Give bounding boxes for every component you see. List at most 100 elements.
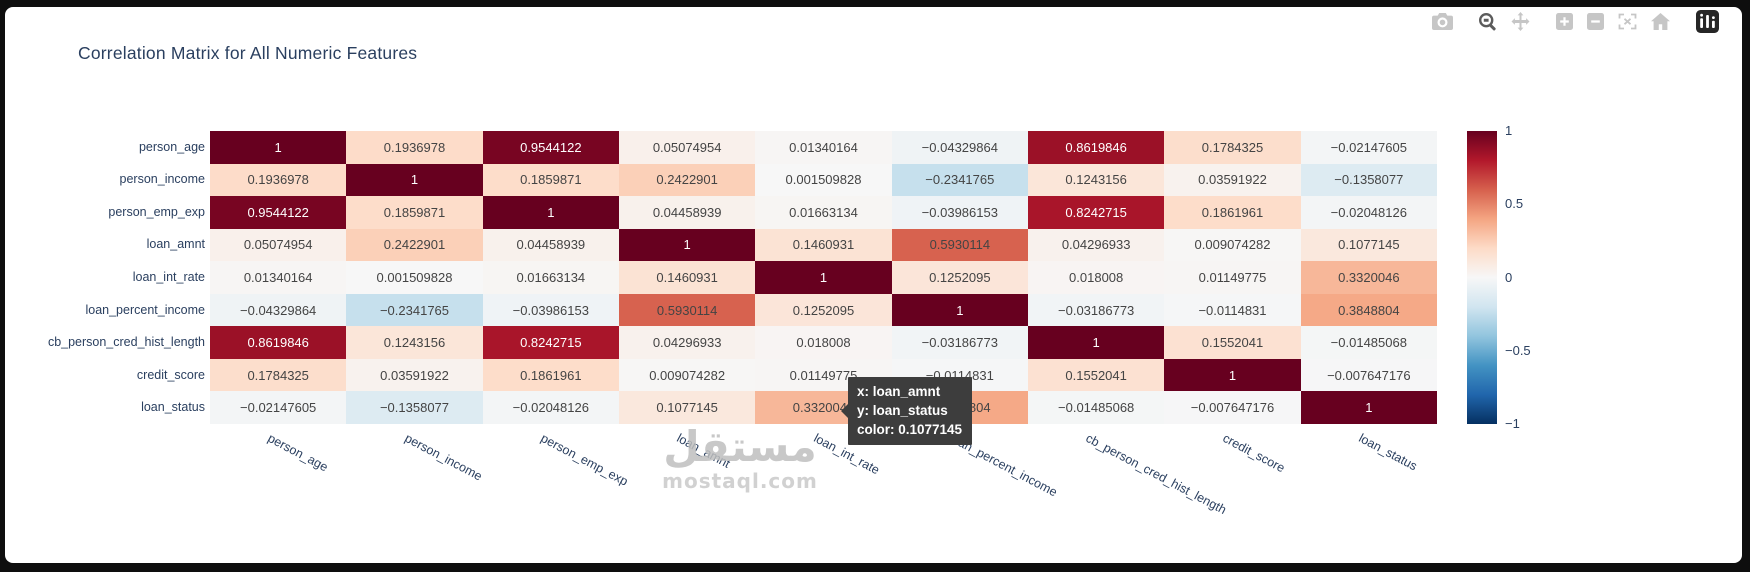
heatmap-cell-loan_int_rate-cb_person_cred_hist_length[interactable]: 0.018008	[1027, 261, 1165, 294]
heatmap-cell-loan_int_rate-loan_status[interactable]: 0.3320046	[1300, 261, 1437, 294]
heatmap-cell-credit_score-person_age[interactable]: 0.1784325	[210, 358, 347, 392]
heatmap-cell-credit_score-credit_score[interactable]: 1	[1164, 358, 1301, 392]
heatmap-cell-loan_int_rate-person_age[interactable]: 0.01340164	[210, 261, 347, 294]
heatmap-cell-person_emp_exp-loan_amnt[interactable]: 0.04458939	[618, 196, 756, 229]
heatmap-cell-person_income-cb_person_cred_hist_length[interactable]: 0.1243156	[1027, 163, 1165, 197]
heatmap-cell-cb_person_cred_hist_length-person_income[interactable]: 0.1243156	[346, 326, 483, 359]
heatmap-cell-loan_amnt-loan_percent_income[interactable]: 0.5930114	[891, 228, 1028, 262]
x-axis-label: loan_amnt	[674, 431, 733, 471]
heatmap-grid[interactable]: 1 0.1936978 0.9544122 0.05074954 0.01340164−…	[210, 131, 1437, 424]
heatmap-cell-person_age-loan_percent_income[interactable]: −0.04329864	[891, 131, 1028, 164]
heatmap-cell-person_emp_exp-loan_status[interactable]: −0.02048126	[1300, 196, 1437, 229]
heatmap-cell-loan_percent_income-person_income[interactable]: −0.2341765	[346, 293, 483, 327]
x-axis-label: loan_status	[1356, 431, 1420, 474]
heatmap-cell-person_age-person_age[interactable]: 1	[210, 131, 347, 164]
y-axis-label: person_emp_exp	[108, 204, 205, 219]
heatmap-cell-loan_status-loan_status[interactable]: 1	[1300, 391, 1437, 424]
y-axis-label: loan_status	[141, 400, 205, 415]
camera-icon	[1432, 13, 1453, 33]
y-axis-label: loan_percent_income	[85, 302, 205, 317]
heatmap-cell-person_income-person_income[interactable]: 1	[346, 163, 483, 197]
heatmap-cell-person_emp_exp-person_age[interactable]: 0.9544122	[210, 196, 347, 229]
y-axis-label: person_income	[119, 172, 205, 187]
heatmap-cell-person_emp_exp-cb_person_cred_hist_length[interactable]: 0.8242715	[1027, 196, 1165, 229]
heatmap-cell-credit_score-person_emp_exp[interactable]: 0.1861961	[482, 358, 619, 392]
heatmap-cell-cb_person_cred_hist_length-loan_percent_income[interactable]: −0.03186773	[891, 326, 1028, 359]
heatmap-cell-cb_person_cred_hist_length-loan_amnt[interactable]: 0.04296933	[618, 326, 756, 359]
heatmap-cell-loan_int_rate-loan_int_rate[interactable]: 1	[755, 261, 892, 294]
y-axis-label: loan_amnt	[146, 237, 205, 252]
heatmap-cell-loan_percent_income-loan_status[interactable]: 0.3848804	[1300, 293, 1437, 327]
heatmap-cell-loan_amnt-person_income[interactable]: 0.2422901	[346, 228, 483, 262]
heatmap-cell-credit_score-loan_status[interactable]: −0.007647176	[1300, 358, 1437, 392]
autoscale-icon	[1618, 13, 1637, 33]
heatmap-cell-loan_int_rate-person_emp_exp[interactable]: 0.01663134	[482, 261, 619, 294]
plotly-logo-button[interactable]	[1691, 7, 1724, 39]
heatmap-cell-loan_percent_income-loan_int_rate[interactable]: 0.1252095	[755, 293, 892, 327]
heatmap-cell-person_income-credit_score[interactable]: 0.03591922	[1164, 163, 1301, 197]
download-plot-button[interactable]	[1427, 10, 1458, 36]
heatmap-cell-person_income-loan_int_rate[interactable]: 0.001509828	[755, 163, 892, 197]
zoom-button[interactable]	[1474, 10, 1502, 37]
heatmap-cell-loan_status-person_age[interactable]: −0.02147605	[210, 391, 347, 424]
heatmap-cell-loan_percent_income-cb_person_cred_hist_length[interactable]: −0.03186773	[1027, 293, 1165, 327]
heatmap-cell-credit_score-cb_person_cred_hist_length[interactable]: 0.1552041	[1027, 358, 1165, 392]
heatmap-cell-person_age-loan_amnt[interactable]: 0.05074954	[618, 131, 756, 164]
pan-button[interactable]	[1506, 9, 1535, 37]
heatmap-cell-person_emp_exp-loan_percent_income[interactable]: −0.03986153	[891, 196, 1028, 229]
tooltip-y-line: y: loan_status	[857, 403, 948, 418]
heatmap-cell-person_age-person_emp_exp[interactable]: 0.9544122	[482, 131, 619, 164]
heatmap-cell-loan_amnt-cb_person_cred_hist_length[interactable]: 0.04296933	[1027, 228, 1165, 262]
y-axis-label: cb_person_cred_hist_length	[47, 335, 205, 350]
heatmap-cell-credit_score-loan_amnt[interactable]: 0.009074282	[618, 358, 756, 392]
zoom-out-button[interactable]	[1582, 10, 1609, 36]
heatmap-cell-loan_status-loan_amnt[interactable]: 0.1077145	[618, 391, 756, 424]
heatmap-cell-loan_int_rate-credit_score[interactable]: 0.01149775	[1164, 261, 1301, 294]
heatmap-cell-loan_status-credit_score[interactable]: −0.007647176	[1164, 391, 1301, 424]
reset-axes-button[interactable]	[1646, 10, 1675, 36]
hover-tooltip: x: loan_amnt y: loan_status color: 0.107…	[840, 377, 973, 445]
heatmap-cell-person_emp_exp-loan_int_rate[interactable]: 0.01663134	[755, 196, 892, 229]
heatmap-cell-person_income-loan_status[interactable]: −0.1358077	[1300, 163, 1437, 197]
heatmap-cell-loan_amnt-loan_int_rate[interactable]: 0.1460931	[755, 228, 892, 262]
heatmap-cell-loan_percent_income-credit_score[interactable]: −0.0114831	[1164, 293, 1301, 327]
heatmap-cell-loan_status-person_emp_exp[interactable]: −0.02048126	[482, 391, 619, 424]
heatmap-cell-person_emp_exp-credit_score[interactable]: 0.1861961	[1164, 196, 1301, 229]
autoscale-button[interactable]	[1613, 10, 1642, 36]
heatmap-cell-loan_amnt-person_emp_exp[interactable]: 0.04458939	[482, 228, 619, 262]
heatmap-cell-person_age-credit_score[interactable]: 0.1784325	[1164, 131, 1301, 164]
heatmap-cell-person_emp_exp-person_income[interactable]: 0.1859871	[346, 196, 483, 229]
heatmap-cell-loan_int_rate-person_income[interactable]: 0.001509828	[346, 261, 483, 294]
heatmap-cell-cb_person_cred_hist_length-loan_int_rate[interactable]: 0.018008	[755, 326, 892, 359]
heatmap-cell-person_income-loan_amnt[interactable]: 0.2422901	[618, 163, 756, 197]
heatmap-cell-person_age-loan_status[interactable]: −0.02147605	[1300, 131, 1437, 164]
heatmap-cell-loan_int_rate-loan_percent_income[interactable]: 0.1252095	[891, 261, 1028, 294]
heatmap-cell-loan_amnt-credit_score[interactable]: 0.009074282	[1164, 228, 1301, 262]
heatmap-cell-loan_int_rate-loan_amnt[interactable]: 0.1460931	[618, 261, 756, 294]
heatmap-cell-loan_percent_income-person_emp_exp[interactable]: −0.03986153	[482, 293, 619, 327]
heatmap-cell-loan_amnt-loan_status[interactable]: 0.1077145	[1300, 228, 1437, 262]
heatmap-cell-loan_status-cb_person_cred_hist_length[interactable]: −0.01485068	[1027, 391, 1165, 424]
heatmap-cell-person_emp_exp-person_emp_exp[interactable]: 1	[482, 196, 619, 229]
home-icon	[1651, 13, 1670, 33]
heatmap-cell-person_income-person_age[interactable]: 0.1936978	[210, 163, 347, 197]
heatmap-cell-cb_person_cred_hist_length-person_age[interactable]: 0.8619846	[210, 326, 347, 359]
heatmap-cell-person_age-loan_int_rate[interactable]: 0.01340164	[755, 131, 892, 164]
heatmap-cell-loan_percent_income-loan_percent_income[interactable]: 1	[891, 293, 1028, 327]
heatmap-cell-cb_person_cred_hist_length-person_emp_exp[interactable]: 0.8242715	[482, 326, 619, 359]
zoom-in-icon	[1556, 13, 1573, 33]
heatmap-cell-loan_status-person_income[interactable]: −0.1358077	[346, 391, 483, 424]
heatmap-cell-person_income-person_emp_exp[interactable]: 0.1859871	[482, 163, 619, 197]
heatmap-cell-person_age-cb_person_cred_hist_length[interactable]: 0.8619846	[1027, 131, 1165, 164]
heatmap-cell-credit_score-person_income[interactable]: 0.03591922	[346, 358, 483, 392]
heatmap-cell-loan_amnt-person_age[interactable]: 0.05074954	[210, 228, 347, 262]
heatmap-cell-cb_person_cred_hist_length-cb_person_cred_hist_length[interactable]: 1	[1027, 326, 1165, 359]
heatmap-cell-person_income-loan_percent_income[interactable]: −0.2341765	[891, 163, 1028, 197]
zoom-in-button[interactable]	[1551, 10, 1578, 36]
heatmap-cell-cb_person_cred_hist_length-loan_status[interactable]: −0.01485068	[1300, 326, 1437, 359]
heatmap-cell-loan_percent_income-loan_amnt[interactable]: 0.5930114	[618, 293, 756, 327]
heatmap-cell-person_age-person_income[interactable]: 0.1936978	[346, 131, 483, 164]
heatmap-cell-cb_person_cred_hist_length-credit_score[interactable]: 0.1552041	[1164, 326, 1301, 359]
heatmap-cell-loan_percent_income-person_age[interactable]: −0.04329864	[210, 293, 347, 327]
heatmap-cell-loan_amnt-loan_amnt[interactable]: 1	[618, 228, 756, 262]
